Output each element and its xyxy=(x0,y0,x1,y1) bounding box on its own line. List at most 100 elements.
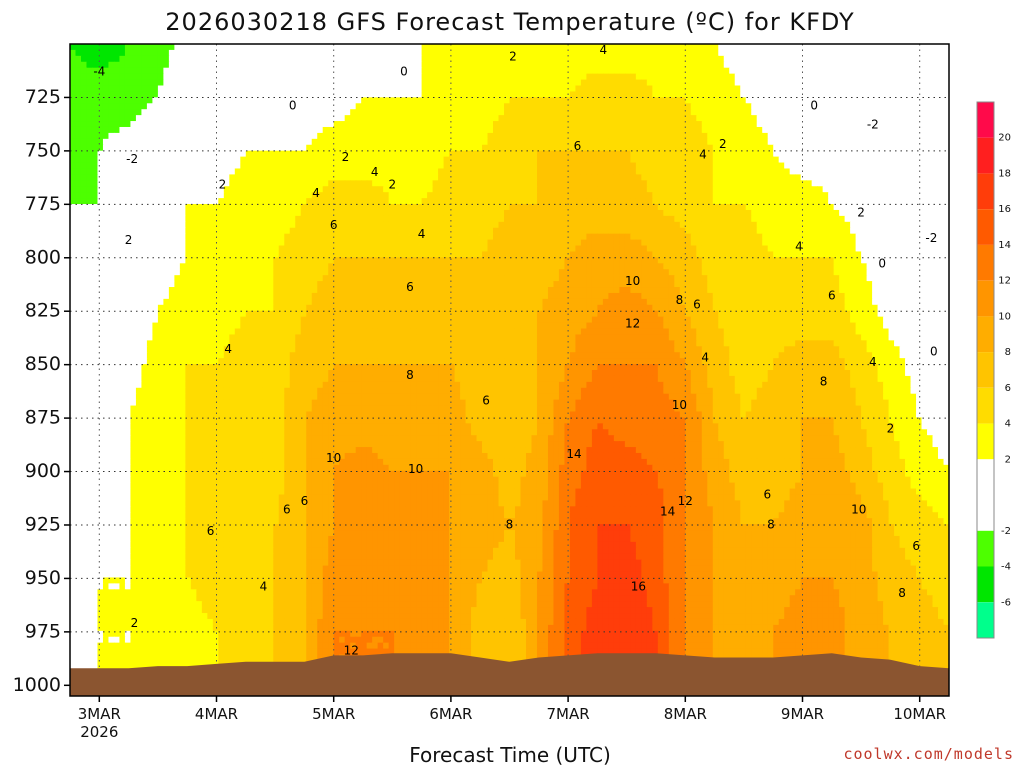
temperature-cell xyxy=(223,180,230,187)
temperature-cell xyxy=(778,103,785,110)
temperature-cell xyxy=(80,186,88,193)
temperature-cell xyxy=(652,79,659,87)
temperature-cell xyxy=(416,79,423,87)
temperature-cell xyxy=(322,109,329,116)
temperature-cell xyxy=(839,97,846,104)
temperature-cell xyxy=(707,168,714,175)
temperature-cell xyxy=(547,150,555,158)
temperature-cell xyxy=(888,115,895,122)
temperature-cell xyxy=(498,150,505,158)
temperature-cell xyxy=(547,198,555,205)
temperature-cell xyxy=(273,204,280,211)
temperature-cell xyxy=(300,121,307,128)
temperature-cell xyxy=(405,144,412,152)
temperature-cell xyxy=(806,103,813,110)
temperature-cell xyxy=(751,115,758,122)
temperature-cell xyxy=(866,44,873,51)
temperature-cell xyxy=(108,162,115,170)
temperature-cell xyxy=(822,85,829,93)
temperature-cell xyxy=(124,162,132,170)
temperature-cell xyxy=(427,73,434,81)
temperature-cell xyxy=(564,138,571,146)
temperature-cell xyxy=(520,150,527,158)
temperature-cell xyxy=(910,138,917,146)
temperature-cell xyxy=(877,192,884,199)
temperature-cell xyxy=(460,221,467,229)
temperature-cell xyxy=(938,103,945,110)
temperature-cell xyxy=(388,215,395,223)
temperature-cell xyxy=(438,180,445,187)
temperature-cell xyxy=(454,192,461,199)
temperature-cell xyxy=(75,215,82,223)
temperature-cell xyxy=(152,144,159,152)
temperature-cell xyxy=(251,126,258,134)
temperature-cell xyxy=(795,55,802,63)
temperature-cell xyxy=(339,91,346,98)
temperature-cell xyxy=(179,61,186,69)
temperature-cell xyxy=(383,221,390,229)
temperature-cell xyxy=(218,79,225,87)
temperature-cell xyxy=(712,109,719,116)
temperature-cell xyxy=(531,85,538,93)
temperature-cell xyxy=(800,109,807,116)
temperature-cell xyxy=(723,126,730,134)
temperature-cell xyxy=(685,91,692,98)
temperature-cell xyxy=(718,44,725,51)
temperature-cell xyxy=(240,204,247,211)
temperature-cell xyxy=(564,150,571,158)
temperature-cell xyxy=(394,204,401,211)
temperature-cell xyxy=(80,126,88,134)
temperature-cell xyxy=(509,204,516,211)
temperature-cell xyxy=(190,49,197,57)
temperature-cell xyxy=(701,162,708,170)
temperature-cell xyxy=(828,126,835,134)
temperature-cell xyxy=(460,91,467,98)
temperature-cell xyxy=(141,198,148,205)
temperature-cell xyxy=(179,115,186,122)
temperature-cell xyxy=(476,85,483,93)
temperature-cell xyxy=(547,44,555,51)
temperature-cell xyxy=(388,192,395,199)
temperature-cell xyxy=(514,44,522,51)
temperature-cell xyxy=(146,121,153,128)
temperature-cell xyxy=(152,85,159,93)
temperature-cell xyxy=(256,49,263,57)
temperature-cell xyxy=(624,168,631,175)
temperature-cell xyxy=(514,162,522,170)
temperature-cell xyxy=(619,49,626,57)
temperature-cell xyxy=(493,198,500,205)
temperature-cell xyxy=(240,180,247,187)
temperature-cell xyxy=(833,221,840,229)
temperature-cell xyxy=(262,186,269,193)
temperature-cell xyxy=(668,85,675,93)
temperature-cell xyxy=(723,198,730,205)
temperature-cell xyxy=(613,186,620,193)
temperature-cell xyxy=(597,79,604,87)
temperature-cell xyxy=(471,150,478,158)
temperature-cell xyxy=(762,215,769,223)
temperature-cell xyxy=(800,209,807,217)
temperature-cell xyxy=(377,61,384,69)
temperature-cell xyxy=(751,126,758,134)
temperature-cell xyxy=(339,198,346,205)
temperature-cell xyxy=(322,121,329,128)
temperature-cell xyxy=(707,85,714,93)
temperature-cell xyxy=(641,109,648,116)
temperature-cell xyxy=(943,192,949,199)
temperature-cell xyxy=(707,144,714,152)
temperature-cell xyxy=(745,162,752,170)
temperature-cell xyxy=(482,73,489,81)
temperature-cell xyxy=(245,174,252,181)
temperature-cell xyxy=(839,221,846,229)
temperature-cell xyxy=(295,67,302,75)
temperature-cell xyxy=(833,73,840,81)
temperature-cell xyxy=(635,162,642,170)
temperature-cell xyxy=(861,156,868,164)
temperature-cell xyxy=(789,186,796,193)
temperature-cell xyxy=(201,49,208,57)
temperature-cell xyxy=(899,44,906,51)
temperature-cell xyxy=(493,115,500,122)
temperature-cell xyxy=(608,180,615,187)
temperature-cell xyxy=(619,215,626,223)
temperature-cell xyxy=(333,126,340,134)
